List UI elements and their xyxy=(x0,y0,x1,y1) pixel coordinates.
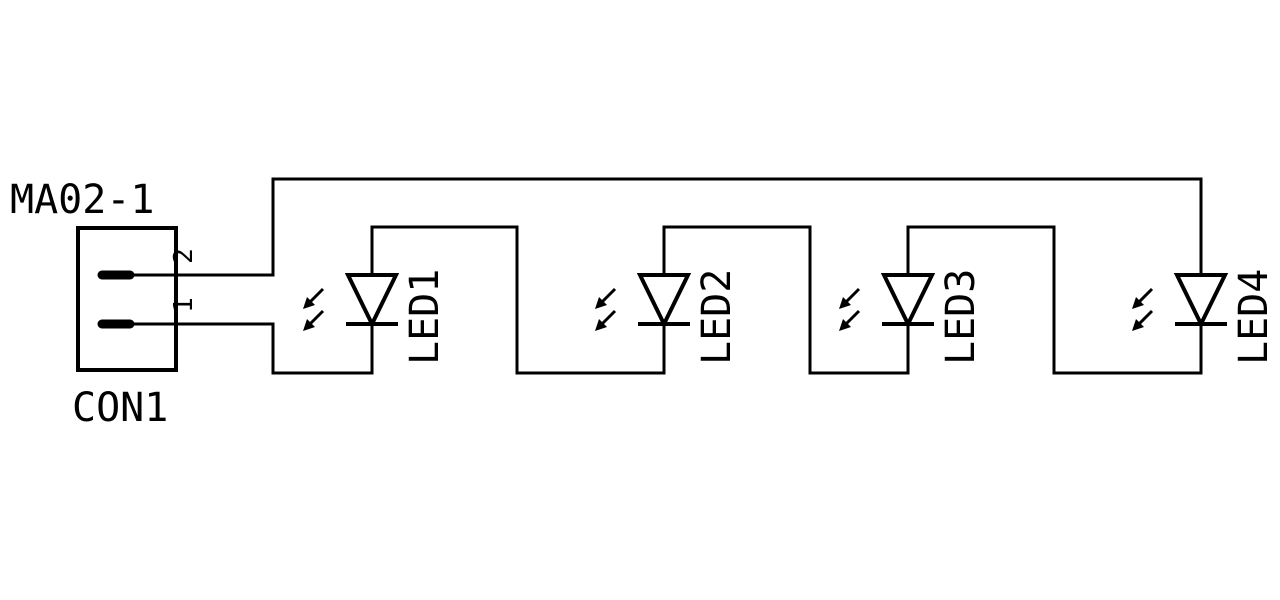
led2-name-label: LED2 xyxy=(694,269,740,365)
led3-diode-triangle xyxy=(880,273,936,329)
led1-name-label: LED1 xyxy=(402,269,448,365)
nets xyxy=(128,177,1203,375)
connector-pin-number-1: 1 xyxy=(169,297,199,313)
connector-name-label: CON1 xyxy=(72,385,168,431)
led1: LED1 xyxy=(303,269,448,365)
led1-light-arrows-icon xyxy=(303,287,325,331)
led2-light-arrows-icon xyxy=(595,287,617,331)
led2: LED2 xyxy=(595,269,740,365)
led3-light-arrows-icon xyxy=(839,287,861,331)
net-led3-led4 xyxy=(906,225,1203,375)
net-led2-led3 xyxy=(662,225,910,375)
net-pin2-to-led4 xyxy=(128,177,1203,277)
led4-diode-triangle xyxy=(1173,273,1229,329)
led2-diode-triangle xyxy=(636,273,692,329)
connector-con1: MA02-1 2 1 CON1 xyxy=(10,177,199,431)
led4-light-arrows-icon xyxy=(1132,287,1154,331)
led3-name-label: LED3 xyxy=(938,269,984,365)
connector-body xyxy=(76,226,178,372)
connector-pin-number-2: 2 xyxy=(169,248,199,264)
net-led1-led2 xyxy=(370,225,666,375)
led1-diode-triangle xyxy=(344,273,400,329)
led3: LED3 xyxy=(839,269,984,365)
led4-name-label: LED4 xyxy=(1231,269,1277,365)
connector-value-label: MA02-1 xyxy=(10,177,155,223)
led4: LED4 xyxy=(1132,269,1277,365)
net-pin1-to-led1 xyxy=(128,322,374,375)
